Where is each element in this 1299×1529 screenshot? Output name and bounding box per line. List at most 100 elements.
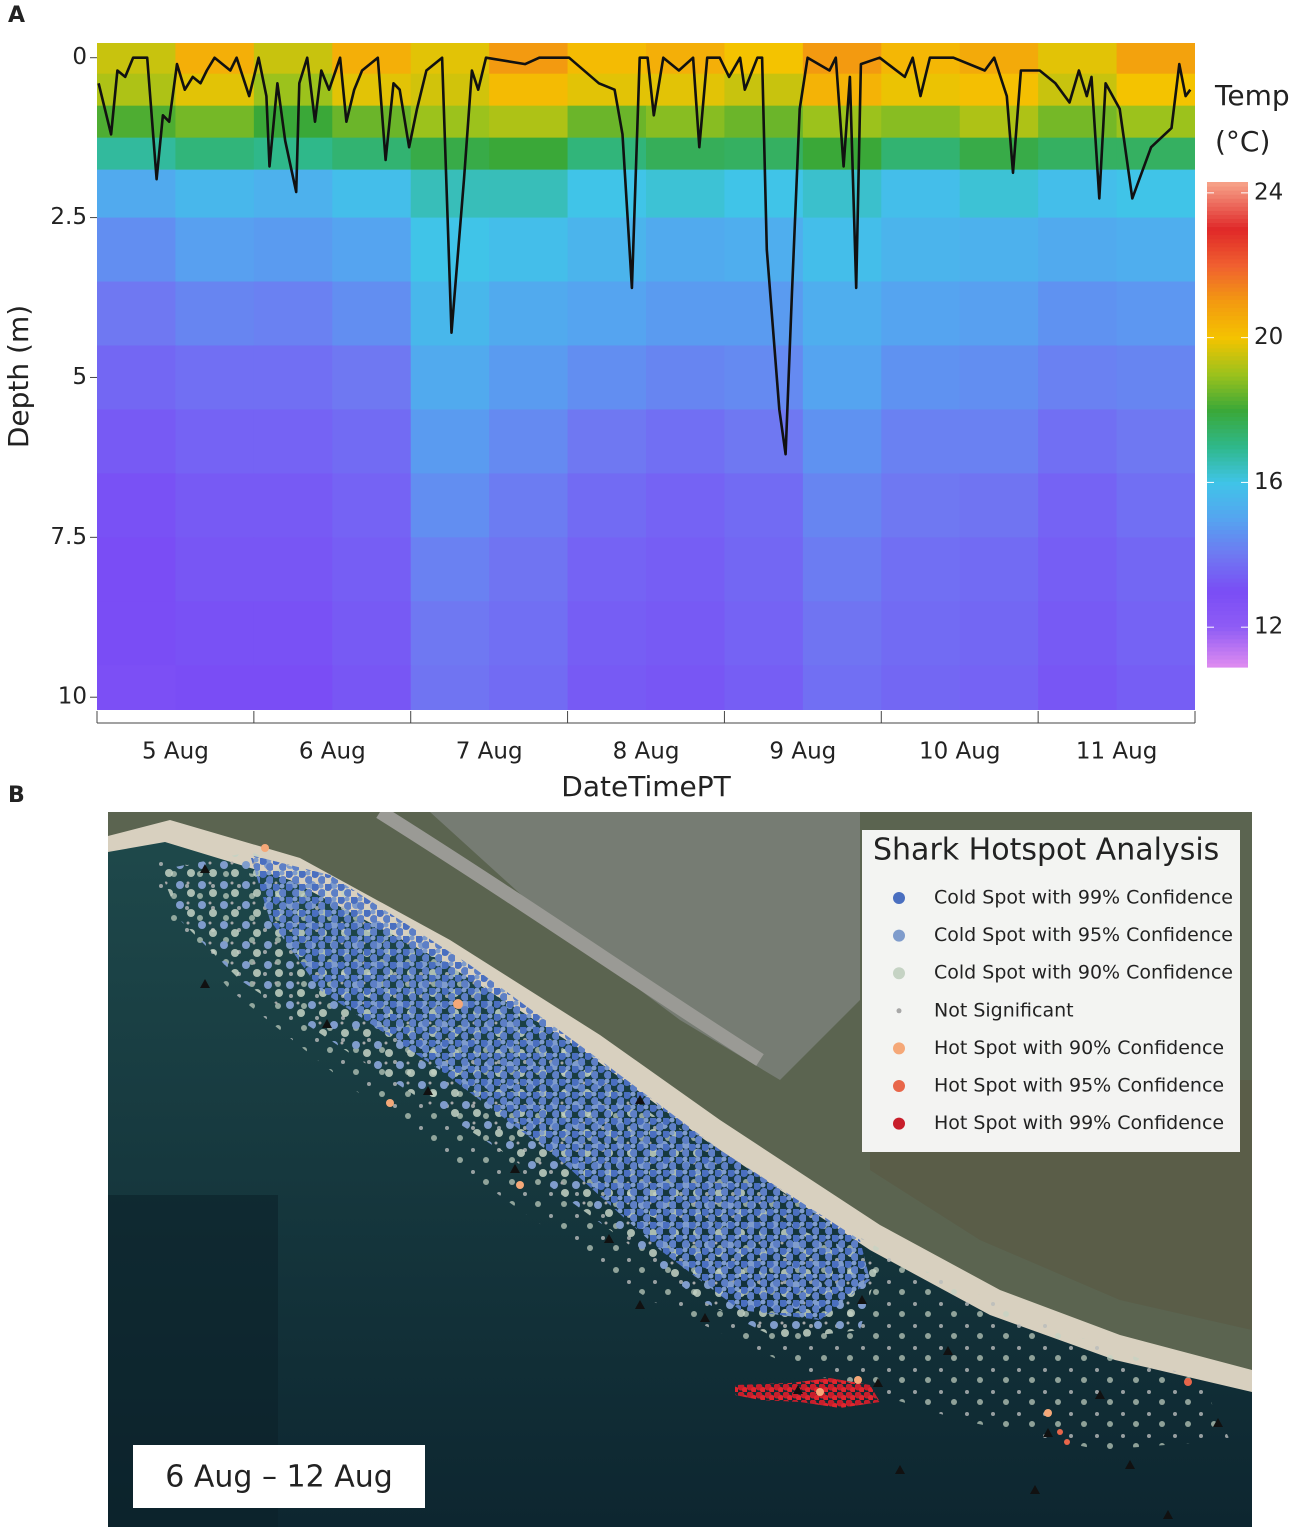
colorbar-step [1207,315,1248,321]
heat-cell [1038,345,1118,410]
heat-cell [881,217,961,283]
colorbar-step [1207,565,1248,571]
heat-cell [253,43,333,75]
legend-label: Not Significant [934,999,1074,1021]
heat-cell [959,105,1039,139]
colorbar-step [1207,412,1248,418]
colorbar-step [1207,222,1248,228]
heat-cell [332,217,412,283]
heat-cell [332,281,412,346]
heat-cell [410,409,490,474]
heat-cell [175,345,255,410]
colorbar-step [1207,351,1248,357]
heat-cell [489,601,569,666]
colorbar-step [1207,270,1248,276]
heat-cell [567,601,647,666]
colorbar-step [1207,182,1248,187]
heat-cell [332,537,412,602]
heat-cell [881,345,961,410]
colorbar-step [1207,274,1248,280]
colorbar-step [1207,206,1248,211]
colorbar-step [1207,408,1248,413]
heat-cell [332,601,412,666]
colorbar-step [1207,210,1248,215]
legend-marker [893,967,905,980]
heat-cell [1116,537,1195,602]
colorbar-step [1207,420,1248,426]
legend-marker [893,892,905,904]
heat-cell [567,537,647,602]
colorbar-step [1207,335,1248,341]
colorbar-step [1207,485,1248,490]
heat-cell [332,665,412,710]
heat-cell [489,169,569,219]
colorbar-step [1207,586,1248,591]
heat-cell [567,409,647,474]
greenhouses [430,812,860,1080]
heat-cell [97,473,176,538]
y-tick-label: 5 [72,364,87,390]
colorbar-step [1207,610,1248,616]
heat-cell [1038,665,1118,710]
heat-cell [1038,473,1118,538]
heat-cell [489,345,569,410]
colorbar-step [1207,582,1248,587]
heat-cell [646,409,725,474]
colorbar-step [1207,590,1248,595]
heat-cell [253,281,333,346]
heat-cell [646,105,725,139]
heat-cell [97,601,176,666]
heat-cell [802,409,882,474]
heat-cell [97,409,176,474]
colorbar-step [1207,218,1248,224]
colorbar-step [1207,258,1248,264]
heat-cell [410,345,490,410]
colorbar-step [1207,432,1248,438]
colorbar-step [1207,477,1248,482]
hot-95-points [1057,1378,1192,1445]
heat-cell [881,137,961,171]
legend-label: Cold Spot with 95% Confidence [934,924,1233,946]
heat-cell [724,43,804,75]
colorbar-step [1207,525,1248,531]
colorbar-step [1207,380,1248,385]
x-tick-label: 5 Aug [142,739,209,765]
heat-cell [97,169,176,219]
heat-cell [567,665,647,710]
colorbar-step [1207,622,1248,628]
colorbar-step [1207,363,1248,369]
colorbar-step [1207,440,1248,446]
heat-cell [175,665,255,710]
colorbar-step [1207,501,1248,506]
heat-cell [567,105,647,139]
heat-cell [646,345,725,410]
colorbar-step [1207,319,1248,325]
legend: Shark Hotspot Analysis Cold Spot with 99… [862,830,1240,1152]
colorbar-step [1207,234,1248,240]
heat-cell [802,281,882,346]
heat-cell [97,137,176,171]
colorbar-step [1207,428,1248,434]
colorbar-step [1207,464,1248,470]
heat-cell [802,473,882,538]
colorbar-step [1207,578,1248,583]
colorbar-step [1207,650,1248,656]
panel-label: B [8,783,25,808]
heat-cell [332,43,412,75]
colorbar-step [1207,384,1248,389]
heat-cell [802,345,882,410]
colorbar-step [1207,226,1248,232]
colorbar-step [1207,614,1248,620]
heat-cell [332,473,412,538]
heat-cell [1116,409,1195,474]
heat-cell [1116,43,1195,75]
colorbar-step [1207,299,1248,304]
colorbar-step [1207,594,1248,599]
heat-cell [724,345,804,410]
heat-cell [959,137,1039,171]
heat-cell [646,473,725,538]
heat-cell [332,345,412,410]
heat-cell [802,73,882,107]
colorbar-step [1207,262,1248,268]
